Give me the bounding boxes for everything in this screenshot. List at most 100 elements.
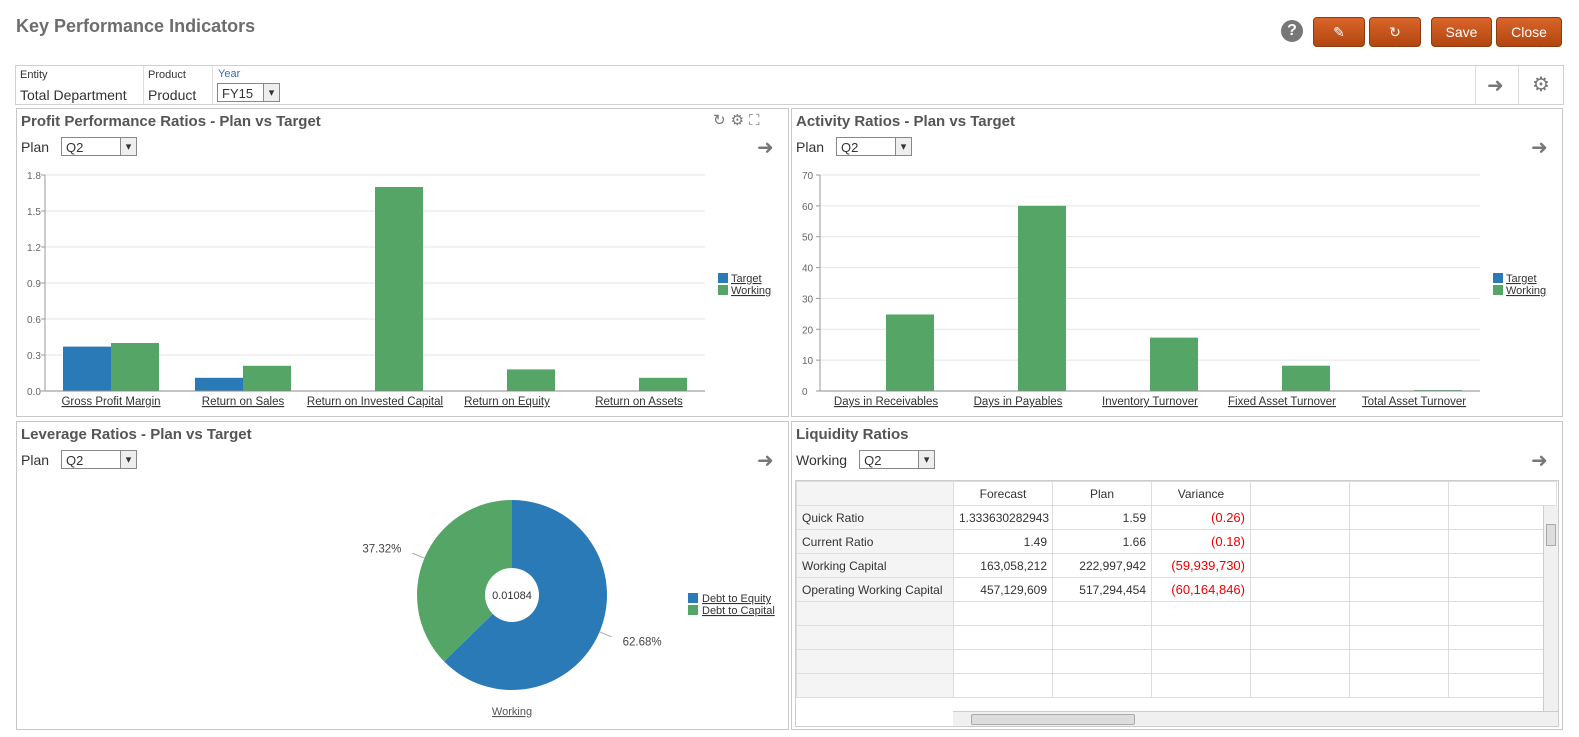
panel-title: Profit Performance Ratios - Plan vs Targ…	[21, 113, 321, 130]
bar	[195, 377, 243, 391]
cell: 222,997,942	[1052, 553, 1152, 578]
table: Forecast Plan Variance Quick Ratio 1.3336302…	[796, 481, 1557, 698]
cell	[1151, 601, 1251, 626]
bar	[375, 187, 423, 391]
cell: (0.18)	[1151, 529, 1251, 554]
edit-button[interactable]: ✎	[1313, 17, 1365, 47]
bar	[886, 314, 934, 391]
column-header: Variance	[1151, 481, 1251, 506]
cell: (59,939,730)	[1151, 553, 1251, 578]
y-tick-label: 0.6	[27, 315, 41, 326]
selector[interactable]: Q2	[61, 137, 138, 156]
table-row	[796, 625, 1557, 650]
row-header: Current Ratio	[796, 529, 954, 554]
legend-swatch	[718, 285, 728, 295]
cell	[1052, 649, 1152, 674]
go-icon[interactable]: ➜	[1487, 75, 1504, 97]
table-row: Working Capital 163,058,212 222,997,942 (59…	[796, 553, 1557, 578]
cell	[953, 625, 1053, 650]
column-header	[1448, 481, 1557, 506]
cell	[953, 649, 1053, 674]
bar	[507, 369, 555, 391]
y-tick-label: 70	[802, 171, 814, 182]
chart: 0 10 20 30 40 50 60 70 Days in Receivables Days i…	[802, 171, 1546, 408]
go-icon[interactable]: ➜	[1531, 137, 1548, 159]
legend-swatch	[688, 593, 698, 603]
selector-label: Plan	[21, 451, 50, 468]
cell	[1151, 649, 1251, 674]
panel-title: Activity Ratios - Plan vs Target	[796, 113, 1015, 130]
cell: 1.66	[1052, 529, 1152, 554]
x-tick-label: Return on Equity	[464, 396, 550, 408]
help-icon[interactable]: ?	[1281, 20, 1303, 42]
x-tick-label: Days in Receivables	[834, 396, 938, 408]
center-label: 0.01084	[492, 590, 532, 602]
bar	[1018, 205, 1066, 391]
go-icon[interactable]: ➜	[1531, 450, 1548, 472]
panel-title: Liquidity Ratios	[796, 426, 909, 443]
table-row: Current Ratio 1.49 1.66 (0.18)	[796, 529, 1557, 554]
h-scrollbar[interactable]	[953, 711, 1558, 726]
column-header	[1349, 481, 1449, 506]
pov-value: Total Department	[20, 87, 127, 103]
selector-label: Plan	[796, 138, 825, 155]
legend-swatch	[718, 273, 728, 283]
panel-tools[interactable]: ↻⚙⛶	[713, 112, 765, 129]
row-header: Operating Working Capital	[796, 577, 954, 602]
cell	[1349, 625, 1449, 650]
selector-label: Plan	[21, 138, 50, 155]
y-tick-label: 0.9	[27, 279, 41, 290]
value-label: 37.32%	[362, 543, 401, 555]
y-tick-label: 1.8	[27, 171, 41, 182]
cell	[1250, 505, 1350, 530]
corner-cell	[796, 481, 954, 506]
cell	[1250, 649, 1350, 674]
selector[interactable]: Q2	[859, 450, 936, 469]
pov-select[interactable]: FY15	[217, 83, 280, 102]
cell	[1250, 625, 1350, 650]
legend-label: Debt to Capital	[702, 605, 775, 617]
row-header	[796, 625, 954, 650]
column-header	[1250, 481, 1350, 506]
pie-slice	[444, 500, 608, 690]
cell	[1052, 625, 1152, 650]
cell	[1349, 505, 1449, 530]
x-tick-label: Inventory Turnover	[1102, 396, 1198, 408]
close-button[interactable]: Close	[1496, 17, 1562, 47]
v-scrollbar[interactable]	[1543, 506, 1558, 711]
y-tick-label: 60	[802, 202, 814, 213]
go-icon[interactable]: ➜	[757, 137, 774, 159]
row-header	[796, 673, 954, 698]
selector[interactable]: Q2	[61, 450, 138, 469]
go-icon[interactable]: ➜	[757, 450, 774, 472]
cell	[1349, 649, 1449, 674]
cell	[1349, 601, 1449, 626]
x-tick-label: Total Asset Turnover	[1362, 396, 1466, 408]
selector-label: Working	[796, 451, 848, 468]
table-row	[796, 673, 1557, 698]
settings-icon[interactable]: ⚙	[1532, 74, 1550, 96]
save-button[interactable]: Save	[1431, 17, 1492, 47]
cell: 517,294,454	[1052, 577, 1152, 602]
selector[interactable]: Q2	[836, 137, 913, 156]
cell	[1250, 577, 1350, 602]
y-tick-label: 1.5	[27, 207, 41, 218]
y-tick-label: 0.3	[27, 351, 41, 362]
cell	[1448, 529, 1557, 554]
row-header: Working Capital	[796, 553, 954, 578]
bar	[243, 365, 291, 391]
selector-value: Q2	[864, 453, 882, 468]
legend-label: Target	[731, 273, 762, 285]
cell	[1448, 577, 1557, 602]
cell	[1349, 553, 1449, 578]
legend-swatch	[1493, 285, 1503, 295]
refresh-button[interactable]: ↻	[1369, 17, 1421, 47]
pov-label: Product	[148, 69, 186, 81]
pov-value: Product	[148, 87, 197, 103]
cell: (0.26)	[1151, 505, 1251, 530]
bar	[1282, 365, 1330, 391]
cell	[953, 601, 1053, 626]
x-tick-label: Gross Profit Margin	[61, 396, 160, 408]
cell	[1052, 673, 1152, 698]
x-tick-label: Fixed Asset Turnover	[1228, 396, 1336, 408]
